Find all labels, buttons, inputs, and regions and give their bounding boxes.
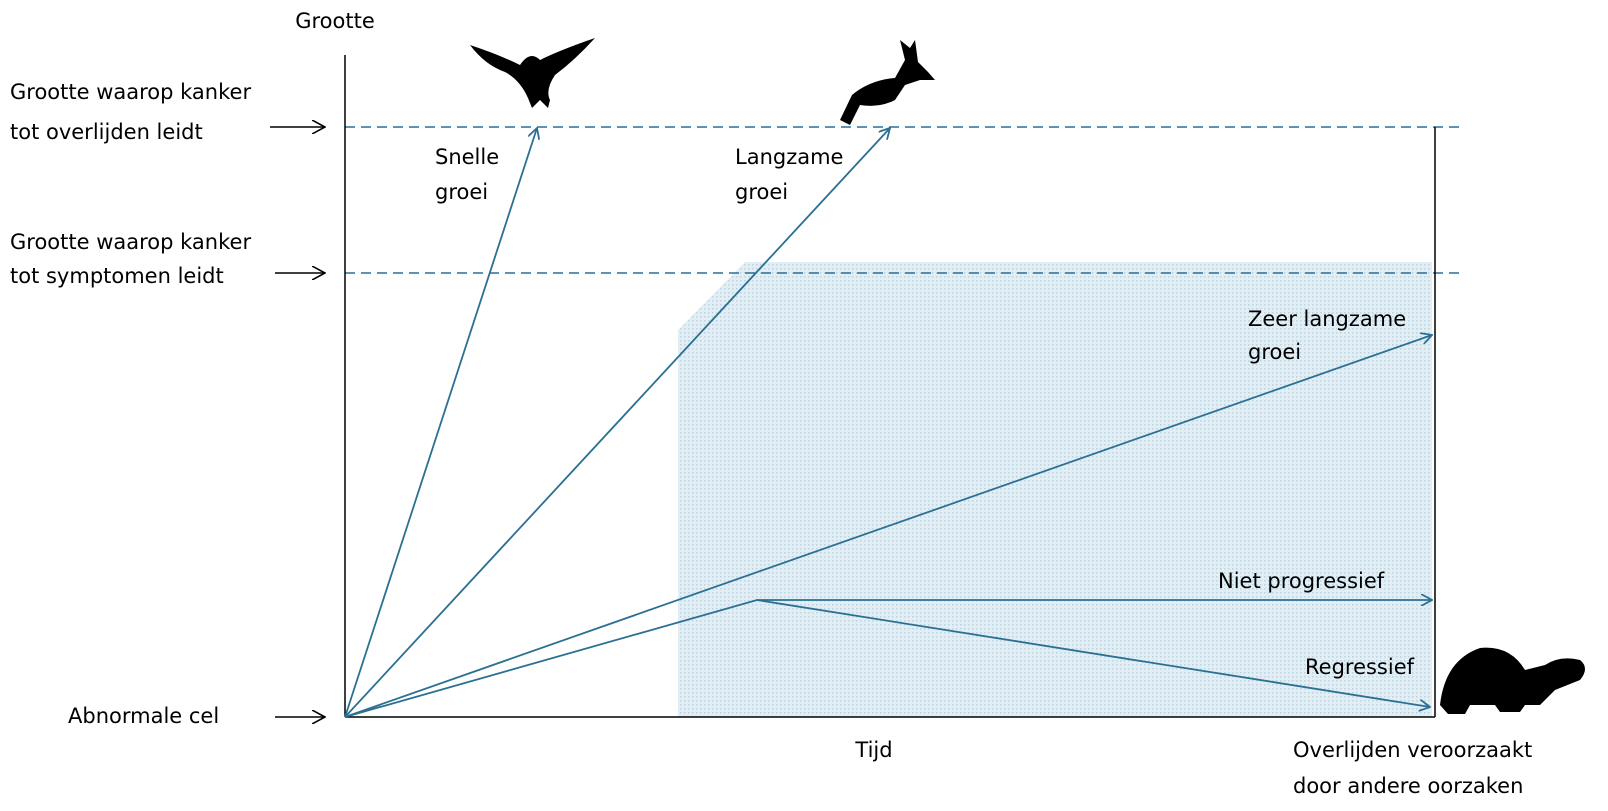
level-label: tot overlijden leidt <box>10 120 203 144</box>
path-label: groei <box>435 180 488 204</box>
path-label: Snelle <box>435 145 499 169</box>
diagram: Grootte Tijd Grootte waarop kanker tot o… <box>0 0 1608 811</box>
y-axis-label: Grootte <box>295 9 375 33</box>
level-label: Abnormale cel <box>68 704 219 728</box>
path-label: Niet progressief <box>1218 569 1385 593</box>
path-label: groei <box>1248 340 1301 364</box>
path-label: groei <box>735 180 788 204</box>
path-label: Regressief <box>1305 655 1415 679</box>
path-label: Zeer langzame <box>1248 307 1406 331</box>
path-label: Langzame <box>735 145 843 169</box>
x-axis-label: Tijd <box>854 738 892 762</box>
level-label: Grootte waarop kanker <box>10 80 251 104</box>
death-note: door andere oorzaken <box>1293 774 1523 798</box>
bird-icon <box>470 38 595 108</box>
turtle-icon <box>1440 648 1585 714</box>
death-note: Overlijden veroorzaakt <box>1293 738 1532 762</box>
level-label: tot symptomen leidt <box>10 264 224 288</box>
growth-arrow <box>345 128 537 717</box>
rabbit-icon <box>840 40 935 125</box>
level-label: Grootte waarop kanker <box>10 230 251 254</box>
